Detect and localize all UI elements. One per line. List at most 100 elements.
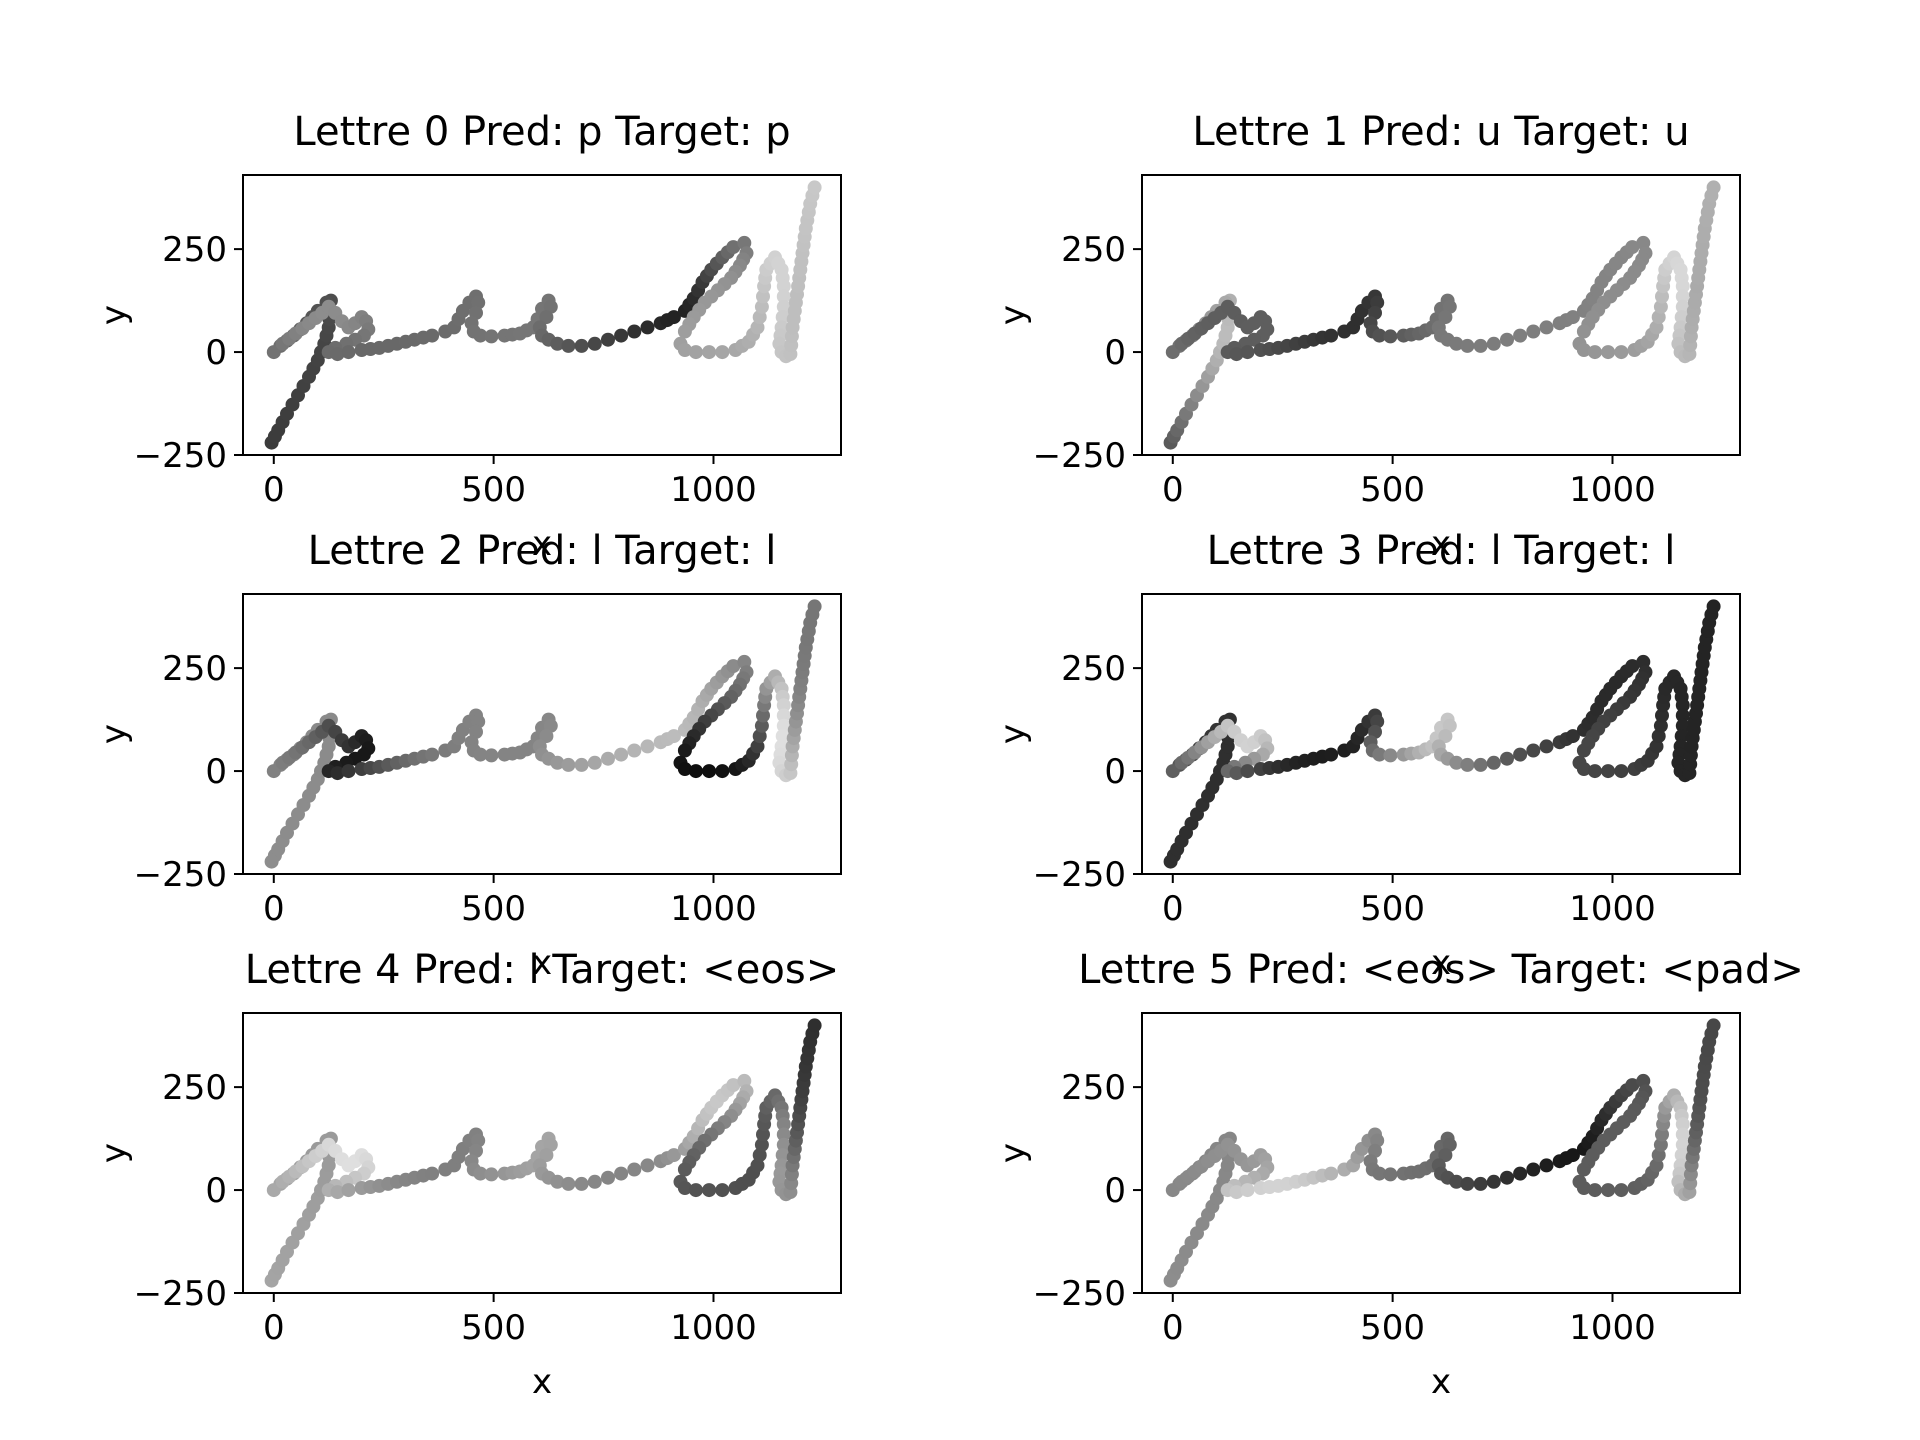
scatter-point bbox=[715, 1183, 730, 1198]
scatter-point bbox=[1614, 764, 1629, 779]
scatter-point bbox=[1240, 345, 1255, 360]
y-axis-label: y bbox=[993, 1143, 1033, 1163]
y-tick-label: −250 bbox=[134, 855, 227, 895]
scatter-point bbox=[677, 1181, 692, 1195]
scatter-point bbox=[677, 762, 692, 776]
scatter-point bbox=[807, 180, 822, 195]
subplot-2: Lettre 2 Pred: l Target: l 0 500 1000 −250 0 2… bbox=[94, 528, 842, 983]
scatter-point bbox=[1324, 328, 1339, 343]
scatter-points bbox=[264, 599, 822, 869]
x-tick-label: 500 bbox=[1360, 889, 1425, 929]
scatter-point bbox=[1587, 345, 1602, 360]
axes-frame bbox=[1141, 1012, 1741, 1294]
y-tick-label: 0 bbox=[205, 1171, 227, 1211]
scatter-point bbox=[1625, 1078, 1640, 1093]
y-tick-label: 250 bbox=[162, 230, 227, 270]
scatter-point bbox=[1383, 329, 1398, 344]
scatter-point bbox=[425, 328, 440, 343]
scatter-point bbox=[1675, 299, 1690, 314]
axes-frame bbox=[1141, 593, 1741, 875]
y-tick-label: 0 bbox=[205, 752, 227, 792]
scatter-point bbox=[776, 1137, 791, 1152]
scatter-point bbox=[539, 310, 554, 325]
scatter-point bbox=[1324, 1166, 1339, 1181]
scatter-point bbox=[1486, 336, 1501, 351]
scatter-point bbox=[1240, 764, 1255, 779]
scatter-point bbox=[1229, 1185, 1244, 1200]
x-tick-label: 1000 bbox=[1569, 1308, 1656, 1348]
scatter-point bbox=[561, 757, 576, 772]
scatter-point bbox=[677, 743, 692, 758]
scatter-point bbox=[1383, 748, 1398, 763]
y-tick-label: −250 bbox=[134, 436, 227, 476]
scatter-point bbox=[550, 755, 565, 770]
scatter-point bbox=[1500, 332, 1514, 347]
scatter-point bbox=[1601, 1183, 1616, 1198]
y-tick-label: −250 bbox=[1033, 436, 1126, 476]
scatter-point bbox=[1614, 345, 1629, 360]
y-tick-label: 250 bbox=[1061, 649, 1126, 689]
scatter-point bbox=[1576, 324, 1591, 339]
scatter-point bbox=[1460, 1176, 1475, 1191]
scatter-point bbox=[1165, 764, 1180, 779]
scatter-point bbox=[473, 328, 488, 343]
scatter-point bbox=[341, 1183, 356, 1198]
x-axis-label: x bbox=[532, 1362, 552, 1402]
scatter-point bbox=[1229, 347, 1244, 362]
scatter-point bbox=[330, 1185, 345, 1200]
y-tick-label: 0 bbox=[1104, 752, 1126, 792]
scatter-point bbox=[1614, 1183, 1629, 1198]
scatter-point bbox=[587, 1174, 602, 1189]
y-tick-label: −250 bbox=[134, 1274, 227, 1314]
scatter-point bbox=[754, 299, 769, 314]
scatter-point bbox=[330, 766, 345, 781]
scatter-point bbox=[341, 764, 356, 779]
subplot-title: Lettre 3 Pred: l Target: l bbox=[1207, 528, 1676, 574]
scatter-point bbox=[574, 757, 589, 772]
scatter-point bbox=[1486, 755, 1501, 770]
scatter-point bbox=[1539, 739, 1554, 754]
scatter-point bbox=[726, 1078, 741, 1093]
x-tick-label: 500 bbox=[1360, 470, 1425, 510]
scatter-point bbox=[1625, 240, 1640, 255]
scatter-point bbox=[1526, 743, 1541, 758]
x-tick-label: 500 bbox=[461, 1308, 526, 1348]
x-tick-label: 1000 bbox=[670, 889, 757, 929]
scatter-point bbox=[666, 1148, 681, 1163]
scatter-points bbox=[264, 1018, 822, 1288]
scatter-point bbox=[1674, 310, 1689, 325]
axes-frame bbox=[1141, 174, 1741, 456]
scatter-point bbox=[756, 289, 770, 304]
scatter-point bbox=[776, 289, 791, 304]
scatter-point bbox=[756, 708, 770, 723]
scatter-point bbox=[688, 345, 703, 360]
scatter-point bbox=[776, 718, 791, 733]
y-tick-label: 250 bbox=[162, 1068, 227, 1108]
scatter-point bbox=[473, 747, 488, 762]
scatter-point bbox=[1449, 336, 1464, 351]
scatter-point bbox=[1706, 1018, 1721, 1033]
subplot-1: Lettre 1 Pred: u Target: u 0 500 1000 −250 0 2… bbox=[993, 109, 1741, 564]
scatter-point bbox=[574, 338, 589, 353]
scatter-point bbox=[776, 1127, 791, 1142]
scatter-point bbox=[1438, 310, 1453, 325]
scatter-point bbox=[1653, 718, 1668, 733]
y-axis-label: y bbox=[993, 724, 1033, 744]
scatter-point bbox=[677, 343, 692, 357]
scatter-point bbox=[1675, 289, 1690, 304]
scatter-point bbox=[677, 324, 692, 339]
scatter-point bbox=[1438, 729, 1453, 744]
scatter-point bbox=[601, 1170, 615, 1185]
scatter-point bbox=[1675, 1127, 1690, 1142]
scatter-point bbox=[1576, 1162, 1591, 1177]
scatter-points bbox=[1163, 1018, 1721, 1288]
scatter-point bbox=[1473, 757, 1488, 772]
scatter-point bbox=[1576, 1181, 1591, 1195]
scatter-point bbox=[1655, 1127, 1669, 1142]
scatter-point bbox=[1539, 1158, 1554, 1173]
scatter-point bbox=[1460, 757, 1475, 772]
scatter-point bbox=[484, 748, 499, 763]
scatter-point bbox=[587, 336, 602, 351]
subplot-title: Lettre 0 Pred: p Target: p bbox=[293, 109, 790, 155]
subplot-0: Lettre 0 Pred: p Target: p 0 500 1000 −250 0 2… bbox=[94, 109, 842, 564]
